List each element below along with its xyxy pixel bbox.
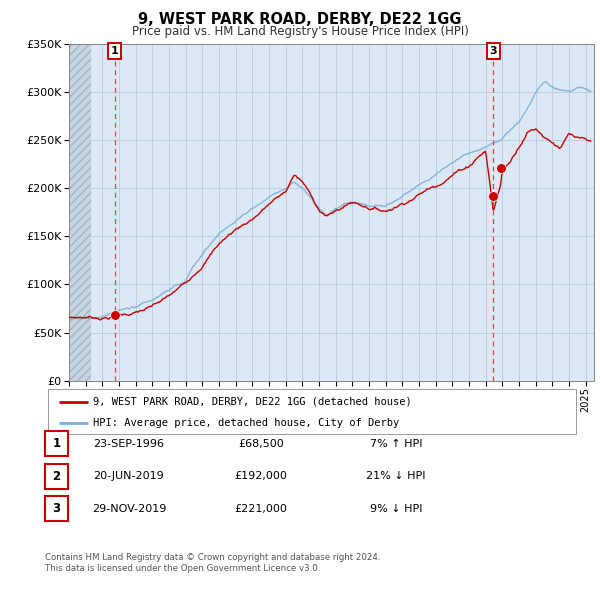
Text: 9, WEST PARK ROAD, DERBY, DE22 1GG (detached house): 9, WEST PARK ROAD, DERBY, DE22 1GG (deta…	[93, 397, 412, 407]
Text: 23-SEP-1996: 23-SEP-1996	[94, 439, 164, 448]
Text: 2: 2	[52, 470, 61, 483]
Text: 1: 1	[52, 437, 61, 450]
Text: 21% ↓ HPI: 21% ↓ HPI	[366, 471, 426, 481]
Text: 3: 3	[52, 502, 61, 515]
Text: 9% ↓ HPI: 9% ↓ HPI	[370, 504, 422, 513]
Text: HPI: Average price, detached house, City of Derby: HPI: Average price, detached house, City…	[93, 418, 399, 428]
Text: This data is licensed under the Open Government Licence v3.0.: This data is licensed under the Open Gov…	[45, 565, 320, 573]
Text: 29-NOV-2019: 29-NOV-2019	[92, 504, 166, 513]
Text: £192,000: £192,000	[235, 471, 287, 481]
Text: 20-JUN-2019: 20-JUN-2019	[94, 471, 164, 481]
Text: £68,500: £68,500	[238, 439, 284, 448]
Text: 7% ↑ HPI: 7% ↑ HPI	[370, 439, 422, 448]
Text: 3: 3	[490, 46, 497, 56]
Text: Contains HM Land Registry data © Crown copyright and database right 2024.: Contains HM Land Registry data © Crown c…	[45, 553, 380, 562]
Text: £221,000: £221,000	[235, 504, 287, 513]
Text: 9, WEST PARK ROAD, DERBY, DE22 1GG: 9, WEST PARK ROAD, DERBY, DE22 1GG	[138, 12, 462, 27]
Bar	[69, 44, 91, 381]
Text: 1: 1	[110, 46, 118, 56]
Text: Price paid vs. HM Land Registry's House Price Index (HPI): Price paid vs. HM Land Registry's House …	[131, 25, 469, 38]
